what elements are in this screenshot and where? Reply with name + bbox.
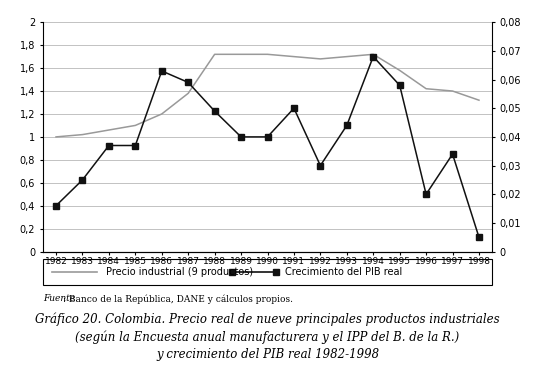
Text: Precio industrial (9 productos): Precio industrial (9 productos): [106, 267, 253, 277]
Text: Gráfico 20. Colombia. Precio real de nueve principales productos industriales
(s: Gráfico 20. Colombia. Precio real de nue…: [35, 313, 500, 361]
Text: : Banco de la República, DANE y cálculos propios.: : Banco de la República, DANE y cálculos…: [63, 294, 293, 304]
Text: Fuente: Fuente: [43, 294, 75, 303]
Text: Crecimiento del PIB real: Crecimiento del PIB real: [286, 267, 403, 277]
